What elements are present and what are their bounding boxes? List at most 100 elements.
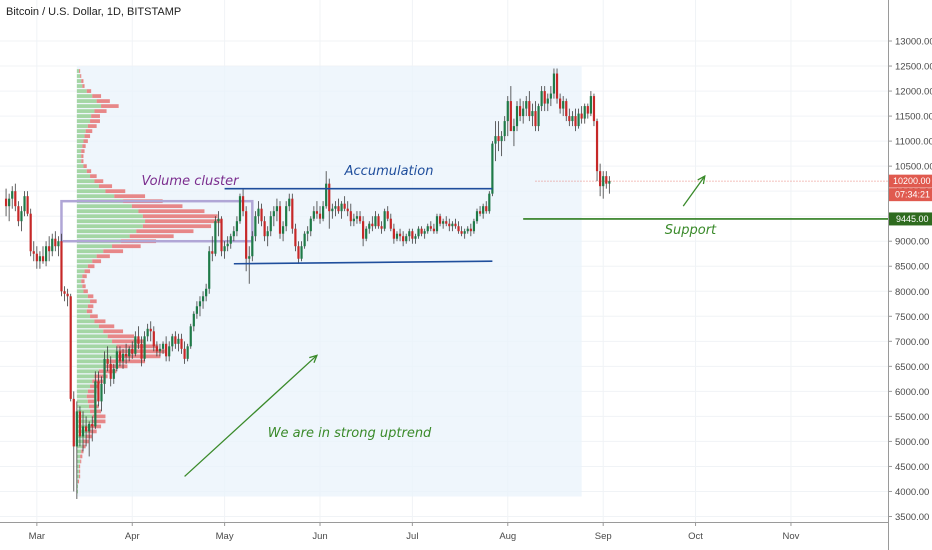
candle-body — [72, 398, 75, 447]
profile-bar-up — [76, 244, 113, 249]
accumulation-lower-line[interactable] — [233, 260, 493, 265]
uptrend-arrow-head[interactable] — [309, 354, 319, 364]
y-tick-label: 11500.00 — [895, 112, 932, 123]
profile-bar-up — [76, 339, 113, 344]
candle-body — [81, 426, 85, 437]
profile-bar-down — [138, 209, 205, 214]
profile-bar-up — [76, 479, 78, 484]
uptrend-arrow[interactable] — [184, 354, 318, 477]
profile-bar-down — [86, 169, 92, 174]
candle-body — [263, 221, 266, 237]
candle-body — [297, 246, 300, 259]
candle-body — [4, 198, 8, 207]
profile-bar-down — [82, 84, 85, 88]
profile-bar-up — [76, 69, 80, 73]
y-tick-label: 5500.00 — [895, 412, 929, 423]
y-tick-label: 10500.00 — [895, 162, 932, 173]
profile-bar-down — [105, 189, 126, 194]
profile-bar-up — [76, 144, 83, 148]
profile-bar-down — [112, 244, 141, 249]
profile-bar-down — [81, 149, 85, 154]
support-price-badge: 9445.00 — [889, 212, 932, 226]
profile-bar-down — [91, 114, 100, 118]
candle-body — [580, 113, 583, 119]
profile-bar-up — [76, 309, 87, 314]
x-tick-label: Apr — [125, 531, 140, 542]
profile-bar-down — [145, 219, 223, 224]
candle-body — [472, 221, 476, 232]
candle-body — [309, 218, 312, 232]
candle-body — [445, 221, 448, 224]
candle-body — [17, 206, 20, 222]
profile-bar-up — [76, 169, 87, 174]
profile-bar-down — [84, 134, 91, 138]
profile-bar-up — [76, 109, 95, 113]
profile-bar-up — [76, 459, 81, 464]
candle-body — [429, 226, 432, 229]
candle-body — [11, 191, 14, 199]
candle-body — [217, 218, 220, 222]
profile-bar-up — [76, 84, 83, 88]
candle-body — [51, 238, 54, 252]
candle-body — [602, 176, 605, 187]
profile-bar-down — [103, 329, 124, 334]
candle-body — [321, 206, 325, 219]
profile-bar-down — [79, 69, 81, 73]
candle-body — [186, 346, 189, 359]
profile-bar-down — [77, 479, 80, 484]
candle-body — [414, 236, 417, 239]
y-axis-ticks: 13000.00 12500.00 12000.00 11500.00 11000.00… — [888, 37, 932, 523]
profile-bar-down — [112, 339, 146, 344]
candle-body — [205, 288, 208, 297]
profile-bar-down — [129, 234, 174, 239]
profile-bar-down — [92, 259, 102, 264]
profile-bar-up — [76, 259, 93, 264]
profile-bar-down — [81, 159, 84, 164]
profile-bar-up — [76, 139, 84, 143]
profile-bar-up — [76, 289, 84, 294]
profile-bar-up — [76, 254, 97, 259]
up-arrow-head[interactable] — [697, 174, 706, 185]
candle-body — [254, 216, 257, 237]
candle-body — [251, 236, 254, 257]
up-arrow[interactable] — [682, 175, 706, 207]
y-tick-label: 4000.00 — [895, 487, 929, 498]
profile-bar-up — [76, 359, 110, 364]
candle-body — [275, 206, 279, 212]
candle-body — [368, 223, 371, 229]
profile-bar-up — [76, 224, 143, 229]
candle-body — [383, 211, 386, 229]
x-tick-label: May — [216, 531, 234, 542]
profile-bar-up — [76, 399, 88, 404]
candle-body — [54, 238, 57, 247]
candle-body — [589, 96, 592, 114]
candle-body — [469, 228, 472, 232]
candle-body — [272, 211, 275, 217]
price-axis[interactable] — [888, 0, 932, 550]
profile-bar-down — [87, 264, 95, 269]
candle-body — [362, 221, 365, 239]
profile-bar-down — [94, 179, 104, 184]
candle-body — [29, 213, 32, 252]
candle-body — [300, 246, 303, 259]
profile-bar-down — [90, 119, 100, 123]
annotation-arrows[interactable] — [184, 174, 706, 477]
candle-body — [149, 328, 152, 332]
y-tick-label: 9000.00 — [895, 237, 929, 248]
candle-body — [506, 101, 509, 122]
candle-body — [84, 426, 88, 432]
profile-bar-up — [76, 284, 83, 289]
candle-body — [211, 251, 214, 254]
profile-bar-down — [98, 324, 115, 329]
candle-body — [525, 101, 528, 109]
profile-bar-down — [88, 404, 99, 409]
candle-body — [69, 296, 72, 399]
profile-bar-down — [101, 104, 119, 108]
candle-body — [44, 246, 48, 262]
candle-body — [595, 121, 599, 172]
volume-cluster-box[interactable] — [60, 199, 254, 243]
profile-bar-up — [76, 179, 95, 184]
candle-body — [57, 241, 60, 247]
profile-bar-down — [87, 389, 97, 394]
